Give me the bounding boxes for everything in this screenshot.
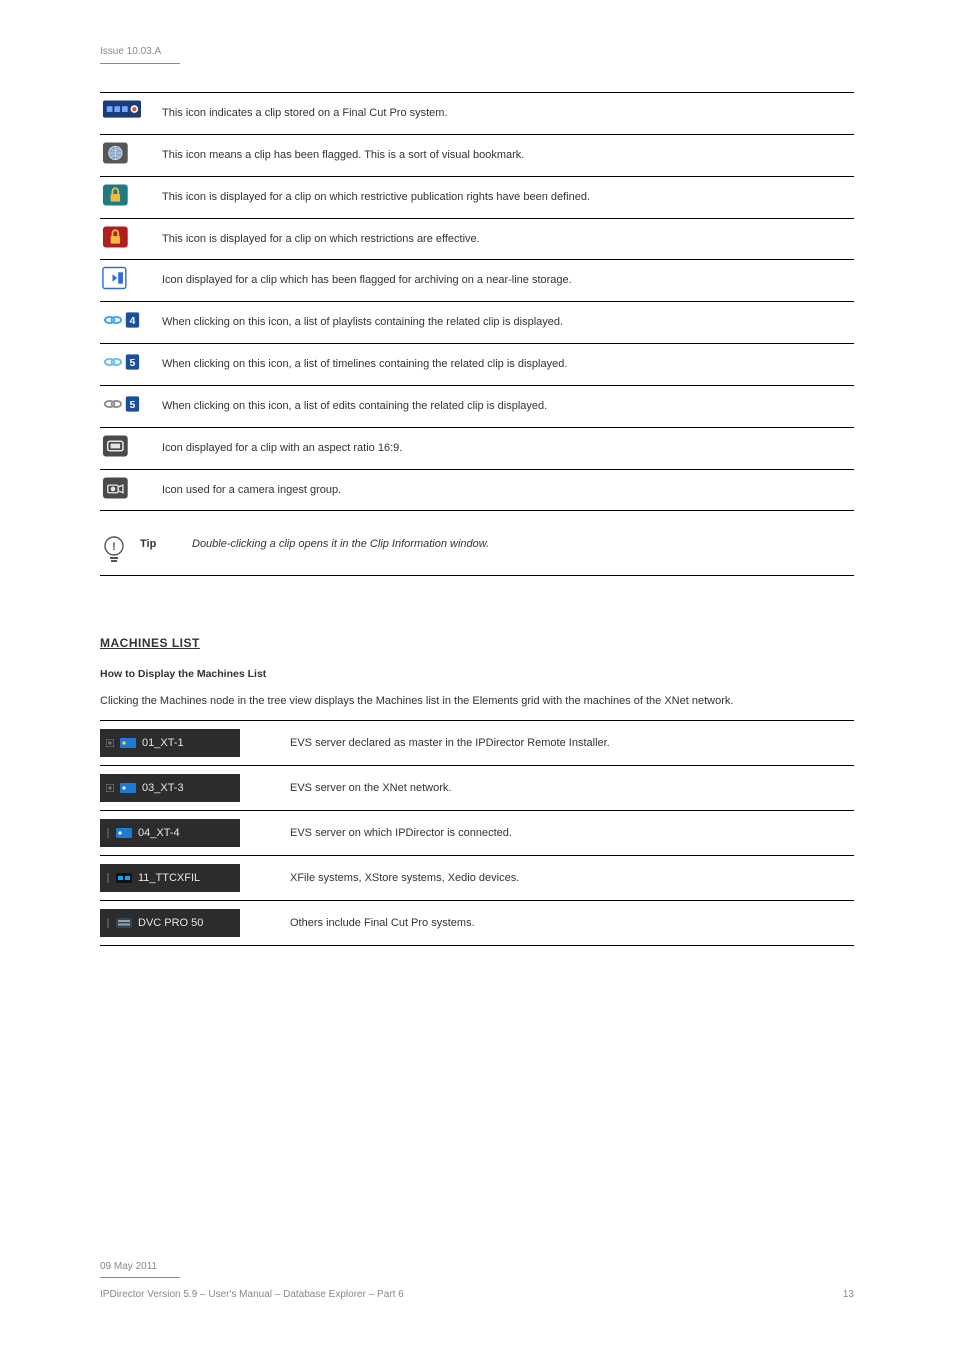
icon-table-row: Icon displayed for a clip with an aspect… bbox=[100, 427, 854, 469]
machine-description: XFile systems, XStore systems, Xedio dev… bbox=[280, 856, 854, 901]
icon-table-row: This icon is displayed for a clip on whi… bbox=[100, 218, 854, 260]
footer-date: 09 May 2011 bbox=[100, 1261, 157, 1272]
machine-node-label: 04_XT-4 bbox=[138, 826, 180, 841]
icon-description-table: This icon indicates a clip stored on a F… bbox=[100, 92, 854, 511]
machine-node-chip[interactable]: 04_XT-4 bbox=[100, 811, 280, 856]
footer-pagenum: 13 bbox=[843, 1289, 854, 1300]
machines-paragraph: Clicking the Machines node in the tree v… bbox=[100, 694, 854, 710]
link_alt1_icon bbox=[100, 344, 154, 386]
machine-node-chip[interactable]: 01_XT-1 bbox=[100, 721, 280, 766]
footer-bar: IPDirector Version 5.9 – User's Manual –… bbox=[100, 1289, 854, 1300]
link_icon bbox=[100, 302, 154, 344]
tip-label: Tip bbox=[140, 535, 180, 552]
machine-node-label: 03_XT-3 bbox=[142, 781, 184, 796]
icon-table-row: When clicking on this icon, a list of ti… bbox=[100, 344, 854, 386]
icon-description: When clicking on this icon, a list of ed… bbox=[154, 385, 854, 427]
machine-description: Others include Final Cut Pro systems. bbox=[280, 901, 854, 946]
machines-table-row: DVC PRO 50 Others include Final Cut Pro s… bbox=[100, 901, 854, 946]
icon-description: When clicking on this icon, a list of ti… bbox=[154, 344, 854, 386]
icon-description: This icon is displayed for a clip on whi… bbox=[154, 176, 854, 218]
tip-text: Double-clicking a clip opens it in the C… bbox=[192, 535, 854, 552]
icon-description: This icon means a clip has been flagged.… bbox=[154, 134, 854, 176]
machines-table-row: 04_XT-4 EVS server on which IPDirector is… bbox=[100, 811, 854, 856]
footer-underline bbox=[100, 1277, 180, 1278]
machine-description: EVS server on which IPDirector is connec… bbox=[280, 811, 854, 856]
lock_teal_icon bbox=[100, 176, 154, 218]
icon-description: This icon is displayed for a clip on whi… bbox=[154, 218, 854, 260]
machines-table-row: 03_XT-3 EVS server on the XNet network. bbox=[100, 766, 854, 811]
footer-mid: IPDirector Version 5.9 – User's Manual –… bbox=[100, 1289, 404, 1300]
icon-description: When clicking on this icon, a list of pl… bbox=[154, 302, 854, 344]
tip-lightbulb-icon: ! bbox=[100, 535, 128, 565]
machines-heading: MACHINES LIST bbox=[100, 636, 854, 650]
archive_icon bbox=[100, 260, 154, 302]
icon-description: Icon used for a camera ingest group. bbox=[154, 469, 854, 511]
link_alt2_icon bbox=[100, 385, 154, 427]
lock_red_icon bbox=[100, 218, 154, 260]
icon-table-row: This icon means a clip has been flagged.… bbox=[100, 134, 854, 176]
machine-node-chip[interactable]: 03_XT-3 bbox=[100, 766, 280, 811]
machines-subheading: How to Display the Machines List bbox=[100, 668, 854, 680]
aspect_icon bbox=[100, 427, 154, 469]
machine-description: EVS server on the XNet network. bbox=[280, 766, 854, 811]
icon-table-row: When clicking on this icon, a list of ed… bbox=[100, 385, 854, 427]
icon-table-row: This icon is displayed for a clip on whi… bbox=[100, 176, 854, 218]
machine-node-chip[interactable]: DVC PRO 50 bbox=[100, 901, 280, 946]
camera_icon bbox=[100, 469, 154, 511]
machine-node-label: DVC PRO 50 bbox=[138, 916, 203, 931]
issue-underline bbox=[100, 63, 180, 64]
icon-description: Icon displayed for a clip with an aspect… bbox=[154, 427, 854, 469]
engine_icon bbox=[100, 93, 154, 135]
machine-node-chip[interactable]: 11_TTCXFIL bbox=[100, 856, 280, 901]
icon-table-row: Icon displayed for a clip which has been… bbox=[100, 260, 854, 302]
machines-table: 01_XT-1 EVS server declared as master in … bbox=[100, 720, 854, 946]
icon-description: Icon displayed for a clip which has been… bbox=[154, 260, 854, 302]
machine-description: EVS server declared as master in the IPD… bbox=[280, 721, 854, 766]
machine-node-label: 01_XT-1 bbox=[142, 736, 184, 751]
tip-block: ! Tip Double-clicking a clip opens it in… bbox=[100, 529, 854, 576]
machines-table-row: 01_XT-1 EVS server declared as master in … bbox=[100, 721, 854, 766]
icon-table-row: When clicking on this icon, a list of pl… bbox=[100, 302, 854, 344]
icon-table-row: This icon indicates a clip stored on a F… bbox=[100, 93, 854, 135]
machines-table-row: 11_TTCXFIL XFile systems, XStore systems,… bbox=[100, 856, 854, 901]
globe_icon bbox=[100, 134, 154, 176]
icon-table-row: Icon used for a camera ingest group. bbox=[100, 469, 854, 511]
issue-label: Issue 10.03.A bbox=[100, 46, 854, 57]
page: Issue 10.03.A This icon indicates a clip… bbox=[0, 0, 954, 1350]
icon-description: This icon indicates a clip stored on a F… bbox=[154, 93, 854, 135]
svg-text:!: ! bbox=[112, 541, 116, 553]
machine-node-label: 11_TTCXFIL bbox=[138, 871, 200, 886]
